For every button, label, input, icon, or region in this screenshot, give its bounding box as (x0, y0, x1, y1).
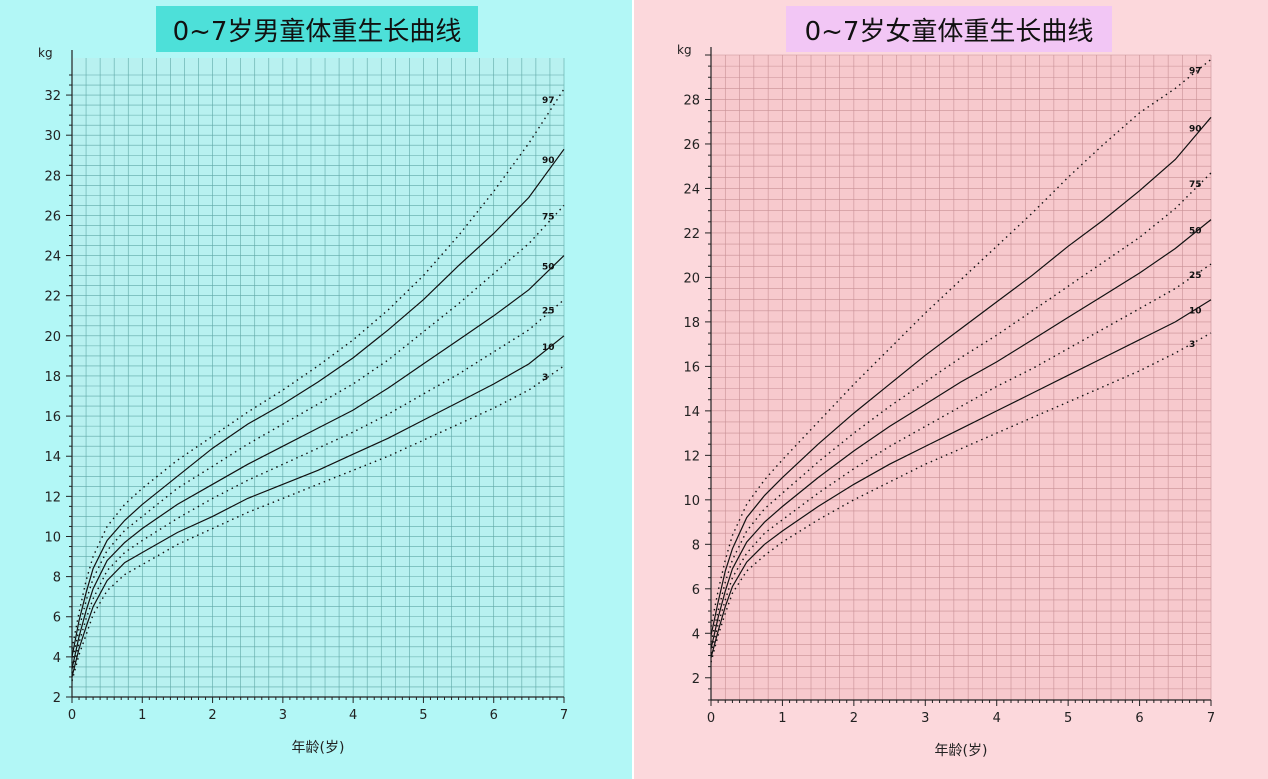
girls-x-tick-label: 6 (1135, 711, 1143, 726)
girls-y-tick-label: 6 (692, 583, 700, 598)
boys-p90-label: 90 (542, 156, 555, 166)
boys-p3-curve (71, 365, 565, 682)
girls-x-tick-label: 4 (993, 711, 1001, 726)
girls-y-tick-label: 18 (683, 316, 700, 331)
girls-y-tick-label: 8 (692, 538, 700, 553)
boys-x-tick-label: 7 (560, 708, 568, 723)
girls-p75-label: 75 (1189, 180, 1202, 190)
girls-y-tick-label: 2 (692, 672, 700, 687)
girls-y-tick-label: 26 (683, 138, 700, 153)
boys-x-tick-label: 0 (68, 708, 76, 723)
boys-x-tick-label: 3 (279, 708, 287, 723)
girls-p97-curve (710, 58, 1212, 627)
girls-y-tick-label: 10 (683, 494, 700, 509)
boys-p90-curve (71, 148, 565, 658)
girls-p50-curve (710, 219, 1212, 649)
girls-x-axis-title: 年龄(岁) (935, 743, 988, 759)
boys-y-tick-label: 30 (44, 129, 61, 144)
boys-y-tick-label: 6 (53, 611, 61, 626)
girls-weight-chart: 0 1 2 3 4 5 6 7246810121416182022242628kg年龄(岁)9… (677, 43, 1215, 759)
girls-p3-label: 3 (1189, 340, 1195, 350)
boys-p50-label: 50 (542, 263, 555, 273)
boys-p75-label: 75 (542, 212, 555, 222)
girls-y-tick-label: 28 (683, 93, 700, 108)
boys-p3-label: 3 (542, 373, 548, 383)
boys-x-axis-title: 年龄(岁) (292, 740, 345, 756)
girls-p10-label: 10 (1189, 307, 1202, 317)
boys-y-tick-label: 22 (44, 290, 61, 305)
boys-p97-label: 97 (542, 96, 555, 106)
girls-p90-curve (710, 116, 1212, 636)
boys-y-tick-label: 24 (44, 250, 61, 265)
girls-p50-label: 50 (1189, 227, 1202, 237)
girls-y-tick-label: 24 (683, 182, 700, 197)
girls-p3-curve (710, 332, 1212, 663)
girls-weight-panel: 0 1 2 3 4 5 6 7 2 4 6 8 10 12 14 16 18 20 22 24 26 28 kg 年龄(岁) 9… (634, 0, 1268, 779)
boys-x-tick-label: 6 (490, 708, 498, 723)
boys-y-tick-label: 4 (53, 651, 61, 666)
boys-p10-label: 10 (542, 343, 555, 353)
girls-chart-title: 0~7岁女童体重生长曲线 (786, 6, 1112, 52)
girls-x-tick-label: 1 (778, 711, 786, 726)
boys-y-tick-label: 2 (53, 691, 61, 706)
boys-y-tick-label: 14 (44, 450, 61, 465)
girls-p97-label: 97 (1189, 66, 1202, 76)
girls-p25-curve (710, 263, 1212, 654)
girls-p90-label: 90 (1189, 124, 1202, 134)
boys-p10-curve (71, 335, 565, 678)
girls-x-tick-label: 2 (850, 711, 858, 726)
girls-x-tick-label: 7 (1207, 711, 1215, 726)
boys-y-tick-label: 8 (53, 571, 61, 586)
boys-x-tick-label: 1 (138, 708, 146, 723)
girls-x-tick-label: 0 (707, 711, 715, 726)
girls-y-tick-label: 4 (692, 627, 700, 642)
boys-p97-curve (71, 88, 565, 649)
boys-plot-area (72, 58, 564, 697)
girls-p10-curve (710, 299, 1212, 658)
boys-weight-panel: 0 1 2 3 4 5 6 7 2 4 6 8 10 12 14 16 18 20 22 24 26 28 30 32 kg 年龄… (0, 0, 632, 779)
boys-y-unit-label: kg (38, 46, 53, 60)
boys-y-tick-label: 16 (44, 410, 61, 425)
boys-y-tick-label: 20 (44, 330, 61, 345)
girls-y-tick-label: 16 (683, 360, 700, 375)
boys-p50-curve (71, 255, 565, 670)
girls-y-tick-label: 14 (683, 405, 700, 420)
girls-y-tick-label: 20 (683, 271, 700, 286)
girls-grid (710, 54, 1212, 701)
boys-grid (71, 58, 565, 698)
boys-x-tick-label: 2 (208, 708, 216, 723)
boys-p25-curve (71, 299, 565, 674)
boys-weight-chart: 0 1 2 3 4 5 6 72468101214161820222426283032kg年龄… (38, 46, 568, 756)
girls-x-tick-label: 3 (921, 711, 929, 726)
boys-y-tick-label: 32 (44, 89, 61, 104)
girls-y-tick-label: 22 (683, 227, 700, 242)
girls-p25-label: 25 (1189, 271, 1202, 281)
boys-chart-title: 0~7岁男童体重生长曲线 (156, 6, 478, 52)
boys-y-tick-label: 28 (44, 169, 61, 184)
girls-x-tick-label: 5 (1064, 711, 1072, 726)
boys-p25-label: 25 (542, 307, 555, 317)
boys-y-tick-label: 26 (44, 209, 61, 224)
boys-y-tick-label: 18 (44, 370, 61, 385)
boys-y-tick-label: 10 (44, 530, 61, 545)
girls-y-unit-label: kg (677, 43, 692, 57)
boys-y-tick-label: 12 (44, 490, 61, 505)
boys-x-tick-label: 5 (419, 708, 427, 723)
girls-y-tick-label: 12 (683, 449, 700, 464)
boys-x-tick-label: 4 (349, 708, 357, 723)
